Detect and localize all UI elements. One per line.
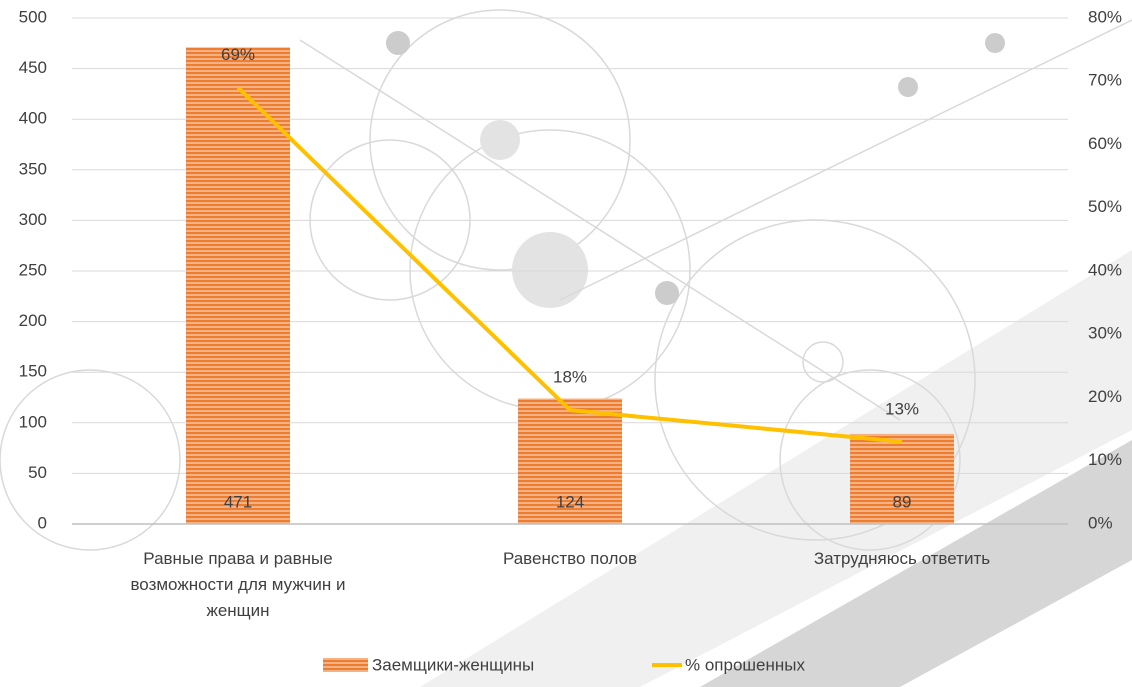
data-label: 18% xyxy=(553,368,587,387)
y2-tick-label: 0% xyxy=(1088,513,1113,532)
y-tick-label: 200 xyxy=(19,311,47,330)
data-label: 124 xyxy=(556,492,584,511)
y-tick-label: 50 xyxy=(28,463,47,482)
y-tick-label: 300 xyxy=(19,210,47,229)
line xyxy=(236,86,903,444)
legend-swatch xyxy=(323,658,368,672)
bar xyxy=(186,47,290,525)
y2-tick-label: 30% xyxy=(1088,324,1122,343)
y-tick-label: 350 xyxy=(19,159,47,178)
background-decoration xyxy=(0,9,1132,687)
y2-tick-label: 10% xyxy=(1088,450,1122,469)
y2-tick-label: 60% xyxy=(1088,134,1122,153)
y-tick-label: 450 xyxy=(19,58,47,77)
y-tick-label: 500 xyxy=(19,7,47,26)
legend-label: Заемщики-женщины xyxy=(372,655,534,674)
y-tick-label: 400 xyxy=(19,109,47,128)
x-tick-label: Равенство полов xyxy=(503,549,637,568)
y-tick-label: 0 xyxy=(38,513,47,532)
y-tick-label: 150 xyxy=(19,362,47,381)
data-label: 69% xyxy=(221,45,255,64)
y2-tick-label: 40% xyxy=(1088,260,1122,279)
data-label: 13% xyxy=(885,399,919,418)
y-tick-label: 100 xyxy=(19,412,47,431)
y-tick-label: 250 xyxy=(19,260,47,279)
bar xyxy=(850,433,954,524)
x-tick-label: Затрудняюсь ответить xyxy=(814,549,990,568)
x-tick-label: Равные права и равные возможности для муж… xyxy=(130,549,345,620)
y2-tick-label: 80% xyxy=(1088,7,1122,26)
bar xyxy=(518,398,622,524)
y2-tick-label: 70% xyxy=(1088,71,1122,90)
y2-tick-label: 50% xyxy=(1088,197,1122,216)
data-label: 89 xyxy=(893,492,912,511)
legend-label: % опрошенных xyxy=(685,655,805,674)
y2-tick-label: 20% xyxy=(1088,387,1122,406)
data-label: 471 xyxy=(224,492,252,511)
